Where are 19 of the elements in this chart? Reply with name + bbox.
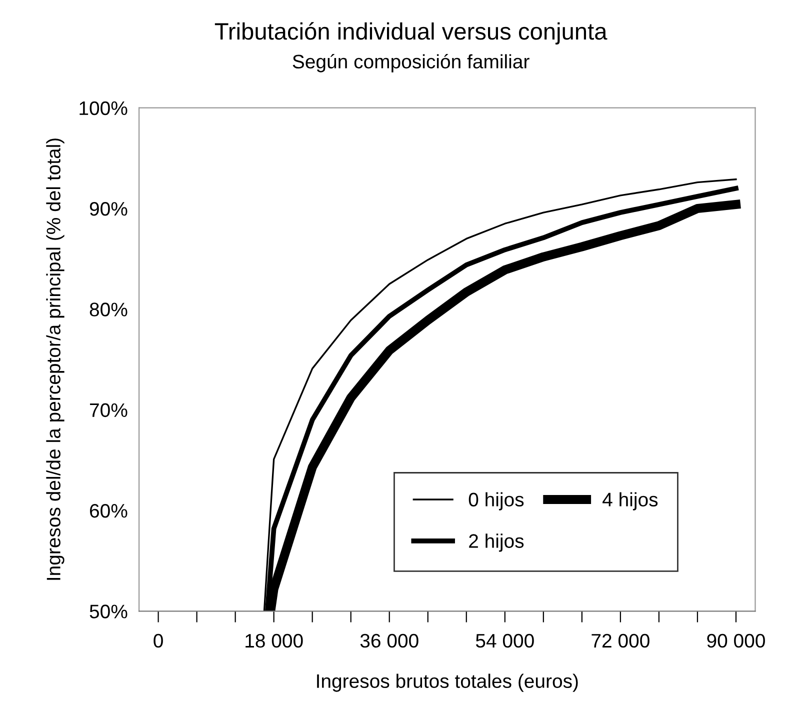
x-tick-label: 72 000 [592, 634, 650, 648]
legend-label: 0 hijos [468, 492, 524, 510]
y-axis-title: Ingresos del/de la perceptor/a principal (% del total) [46, 138, 64, 580]
legend-label: 2 hijos [469, 534, 524, 552]
x-tick-label: 18 000 [246, 634, 303, 648]
x-tick-label: 54 000 [476, 634, 534, 648]
x-tick-label: 0 [154, 634, 163, 648]
y-tick-label: 80% [90, 302, 128, 316]
chart-title: Tributación individual versus conjunta [214, 22, 608, 44]
y-tick-label: 100% [80, 101, 128, 116]
legend-label: 4 hijos [602, 492, 658, 510]
x-tick-label: 90 000 [707, 634, 765, 648]
y-tick-label: 50% [90, 604, 128, 618]
y-tick-label: 70% [90, 403, 128, 418]
x-axis-title: Ingresos brutos totales (euros) [317, 674, 578, 692]
chart-subtitle: Según composición familiar [292, 54, 530, 72]
x-tick-label: 36 000 [360, 634, 418, 648]
y-tick-label: 90% [90, 202, 128, 216]
y-tick-label: 60% [90, 504, 128, 518]
